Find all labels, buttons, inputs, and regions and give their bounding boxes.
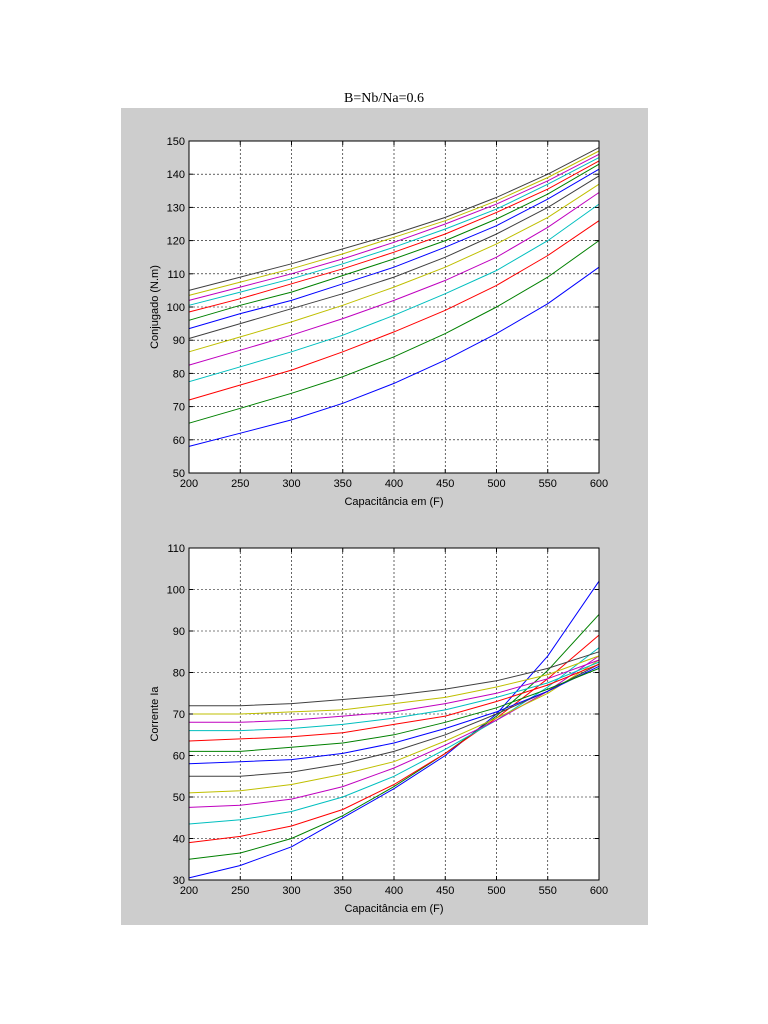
series-line-3 bbox=[188, 220, 600, 401]
x-tick-label: 500 bbox=[487, 478, 505, 490]
series-line-1 bbox=[188, 580, 600, 879]
x-tick-label: 300 bbox=[282, 478, 300, 490]
series-line-4 bbox=[188, 203, 600, 383]
y-tick-label: 70 bbox=[173, 402, 185, 414]
y-tick-label: 60 bbox=[173, 751, 185, 763]
series-line-11 bbox=[188, 157, 600, 306]
y-tick-label: 80 bbox=[173, 368, 185, 380]
series-line-2 bbox=[188, 614, 600, 860]
series-line-9 bbox=[189, 667, 600, 752]
x-tick-label: 400 bbox=[385, 885, 403, 897]
y-tick-label: 80 bbox=[173, 668, 185, 680]
x-tick-label: 200 bbox=[180, 478, 198, 490]
series-line-12 bbox=[188, 153, 600, 301]
series-line-11 bbox=[189, 661, 600, 732]
x-tick-label: 450 bbox=[436, 478, 454, 490]
y-tick-label: 40 bbox=[173, 834, 185, 846]
series-line-6 bbox=[188, 183, 600, 353]
y-tick-label: 140 bbox=[167, 169, 185, 181]
x-tick-label: 550 bbox=[539, 885, 557, 897]
x-tick-label: 200 bbox=[180, 885, 198, 897]
y-tick-label: 90 bbox=[173, 626, 185, 638]
y-tick-label: 100 bbox=[167, 302, 185, 314]
chart-top: 200 250 300 350 400 450 500 550 600 50 60 70 80 90 100… bbox=[149, 136, 608, 508]
series-line-6 bbox=[188, 659, 600, 794]
series-line-7 bbox=[189, 663, 600, 777]
series-line-14 bbox=[188, 147, 600, 291]
y-axis-label: Corrente Ia bbox=[149, 686, 161, 742]
y-tick-label: 30 bbox=[173, 875, 185, 887]
y-axis-label: Conjugado (N.m) bbox=[149, 265, 161, 349]
series-line-13 bbox=[188, 150, 600, 296]
x-tick-label: 450 bbox=[436, 885, 454, 897]
x-tick-label: 400 bbox=[385, 478, 403, 490]
y-tick-label: 50 bbox=[173, 468, 185, 480]
y-tick-label: 120 bbox=[167, 236, 185, 248]
y-tick-label: 50 bbox=[173, 792, 185, 804]
series-line-1 bbox=[188, 266, 600, 447]
series-line-2 bbox=[188, 240, 600, 424]
series-line-13 bbox=[189, 655, 600, 715]
series-line-10 bbox=[188, 663, 600, 742]
x-tick-label: 300 bbox=[282, 885, 300, 897]
x-tick-label: 600 bbox=[590, 885, 608, 897]
y-tick-label: 60 bbox=[173, 435, 185, 447]
y-tick-label: 70 bbox=[173, 709, 185, 721]
series-line-5 bbox=[188, 655, 600, 808]
series-line-14 bbox=[189, 651, 600, 707]
series-line-10 bbox=[188, 160, 600, 313]
y-tick-label: 130 bbox=[167, 202, 185, 214]
x-tick-label: 550 bbox=[539, 478, 557, 490]
series-line-8 bbox=[188, 168, 600, 330]
x-tick-label: 500 bbox=[487, 885, 505, 897]
x-tick-label: 250 bbox=[231, 478, 249, 490]
y-tick-label: 150 bbox=[167, 136, 185, 148]
x-axis-label: Capacitância em (F) bbox=[344, 496, 443, 508]
series-line-9 bbox=[188, 163, 600, 321]
series-line-5 bbox=[188, 192, 600, 366]
x-axis-label: Capacitância em (F) bbox=[344, 903, 443, 915]
x-tick-label: 600 bbox=[590, 478, 608, 490]
series-line-8 bbox=[188, 665, 600, 765]
x-tick-label: 250 bbox=[231, 885, 249, 897]
y-tick-label: 110 bbox=[167, 543, 185, 555]
series-line-12 bbox=[189, 659, 600, 723]
y-tick-label: 90 bbox=[173, 335, 185, 347]
series-line-7 bbox=[188, 175, 600, 339]
series-line-3 bbox=[188, 634, 600, 844]
y-tick-label: 110 bbox=[167, 269, 185, 281]
y-tick-label: 100 bbox=[167, 585, 185, 597]
document-title: B=Nb/Na=0.6 bbox=[344, 91, 424, 106]
x-tick-label: 350 bbox=[334, 885, 352, 897]
x-tick-label: 350 bbox=[334, 478, 352, 490]
chart-bottom: 200 250 300 350 400 450 500 550 600 30 40 50 60 70 80 9… bbox=[149, 543, 608, 915]
